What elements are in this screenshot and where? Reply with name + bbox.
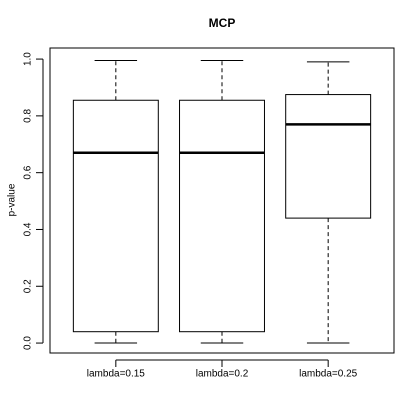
- y-tick-label: 0.6: [23, 165, 34, 179]
- y-tick-label: 0.8: [23, 108, 34, 122]
- box: [179, 99, 265, 333]
- y-axis-label: p-value: [7, 183, 18, 216]
- chart-title: MCP: [209, 16, 236, 30]
- y-tick-label: 0.2: [23, 279, 34, 293]
- plot-frame: [49, 47, 395, 354]
- box: [285, 94, 372, 219]
- x-tick-label: lambda=0.2: [196, 369, 249, 380]
- x-tick-label: lambda=0.25: [299, 369, 358, 380]
- y-tick-label: 1.0: [23, 52, 34, 66]
- box: [72, 99, 159, 333]
- y-tick-label: 0.0: [23, 336, 34, 350]
- y-tick-label: 0.4: [23, 222, 34, 236]
- x-tick-label: lambda=0.15: [87, 369, 146, 380]
